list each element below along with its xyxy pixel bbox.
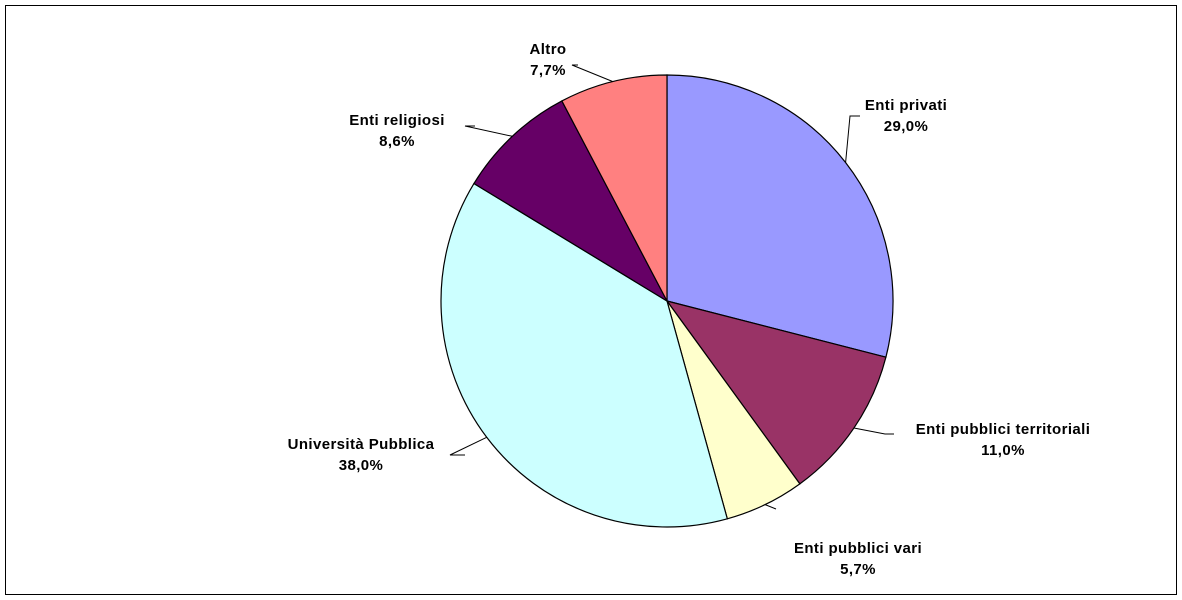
slice-percentage-label: 7,7% <box>530 62 566 79</box>
slice-percentage-label: 38,0% <box>339 457 384 474</box>
leader-line <box>845 115 860 163</box>
slice-label: Altro <box>530 41 567 58</box>
leader-line <box>853 427 894 435</box>
pie-slice-universit-pubblica <box>440 182 729 528</box>
slice-label: Enti religiosi <box>349 112 445 129</box>
leader-line <box>764 504 777 510</box>
slice-percentage-label: 29,0% <box>884 118 929 135</box>
slice-label: Università Pubblica <box>288 436 435 453</box>
slice-labels: Enti privati 29,0% Enti pubblici territori… <box>288 41 1091 578</box>
slice-percentage-label: 5,7% <box>840 561 876 578</box>
slice-label: Enti pubblici vari <box>794 540 922 557</box>
slice-percentage-label: 11,0% <box>981 442 1025 459</box>
leader-line <box>464 125 513 137</box>
leader-lines <box>449 64 894 510</box>
slice-label: Enti privati <box>865 97 947 114</box>
pie-slice-enti-privati <box>666 74 894 358</box>
pie-slices <box>440 74 894 528</box>
slice-percentage-label: 8,6% <box>379 133 415 150</box>
pie-slice-enti-pubblici-territoriali <box>665 300 887 485</box>
leader-line <box>571 64 614 83</box>
slice-label: Enti pubblici territoriali <box>916 421 1091 438</box>
pie-slice-altro <box>561 74 668 302</box>
leader-line <box>449 436 487 456</box>
